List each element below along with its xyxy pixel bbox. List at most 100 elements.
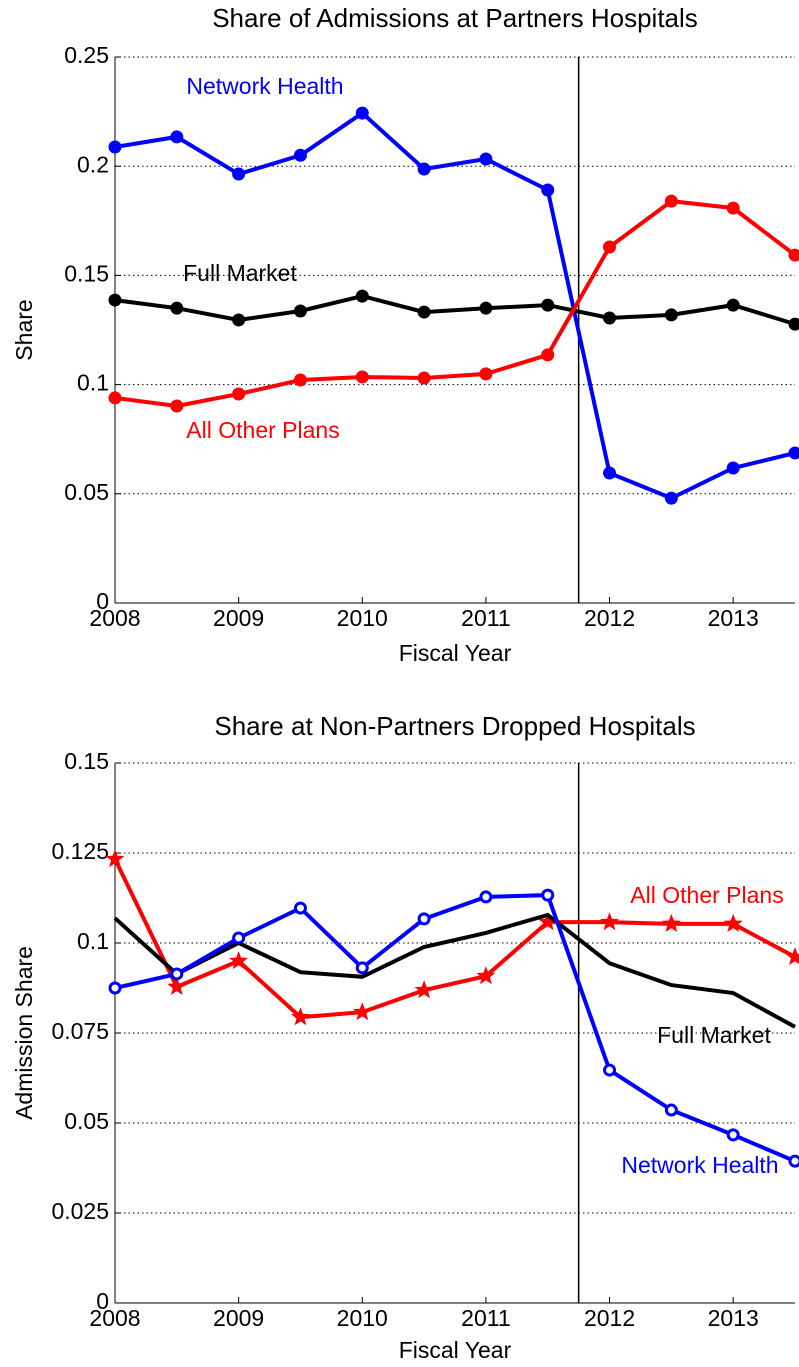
point — [726, 201, 740, 215]
x-tick-label: 2010 — [337, 605, 388, 631]
series-label: All Other Plans — [630, 882, 783, 908]
point — [788, 1154, 799, 1168]
point — [788, 248, 799, 262]
y-tick-label: 0.15 — [64, 260, 109, 286]
y-tick-label: 0.025 — [51, 1198, 109, 1224]
y-tick-label: 0.05 — [64, 479, 109, 505]
point — [788, 317, 799, 331]
point — [290, 1007, 310, 1026]
series-label: All Other Plans — [186, 417, 339, 443]
point — [541, 183, 555, 197]
point — [479, 890, 493, 904]
point — [476, 966, 496, 985]
point — [417, 912, 431, 926]
point — [105, 849, 125, 868]
series-line — [113, 912, 796, 1029]
point — [479, 301, 493, 315]
point — [417, 371, 431, 385]
point — [788, 446, 799, 460]
series-label: Full Market — [183, 260, 297, 286]
x-tick-label: 2012 — [584, 1305, 635, 1331]
point — [538, 912, 558, 931]
point — [355, 961, 369, 975]
point — [600, 912, 620, 931]
point — [603, 1063, 617, 1077]
x-tick-label: 2008 — [89, 605, 140, 631]
point — [726, 461, 740, 475]
point — [417, 305, 431, 319]
x-axis-label: Fiscal Year — [399, 640, 512, 666]
series-label: Network Health — [621, 1152, 778, 1178]
x-tick-label: 2008 — [89, 1305, 140, 1331]
point — [664, 308, 678, 322]
x-tick-label: 2013 — [708, 605, 759, 631]
point — [664, 1103, 678, 1117]
point — [726, 298, 740, 312]
x-tick-label: 2013 — [708, 1305, 759, 1331]
point — [293, 373, 307, 387]
y-axis-label: Admission Share — [11, 946, 37, 1120]
x-tick-label: 2011 — [461, 1305, 510, 1331]
series-line — [114, 294, 796, 327]
y-axis-label: Share — [11, 299, 37, 360]
point — [661, 913, 681, 932]
point — [170, 301, 184, 315]
x-tick-label: 2009 — [213, 1305, 264, 1331]
series-line — [114, 199, 797, 409]
point — [541, 298, 555, 312]
point — [352, 1002, 372, 1021]
y-tick-label: 0.125 — [51, 838, 109, 864]
y-tick-label: 0.05 — [64, 1108, 109, 1134]
point — [603, 466, 617, 480]
series-line — [113, 858, 796, 1020]
chart-title: Share at Non-Partners Dropped Hospitals — [214, 711, 695, 741]
point — [232, 931, 246, 945]
point — [108, 293, 122, 307]
point — [108, 140, 122, 154]
x-tick-label: 2012 — [584, 605, 635, 631]
point — [232, 387, 246, 401]
point — [603, 311, 617, 325]
point — [417, 162, 431, 176]
point — [232, 313, 246, 327]
point — [664, 194, 678, 208]
x-tick-label: 2009 — [213, 605, 264, 631]
point — [293, 304, 307, 318]
point — [232, 167, 246, 181]
point — [723, 913, 743, 932]
point — [355, 370, 369, 384]
y-tick-label: 0.25 — [64, 42, 109, 68]
chart-title: Share of Admissions at Partners Hospital… — [212, 3, 698, 33]
x-axis-label: Fiscal Year — [399, 1337, 512, 1363]
point — [664, 491, 678, 505]
y-tick-label: 0.2 — [77, 151, 109, 177]
point — [355, 106, 369, 120]
point — [785, 947, 799, 966]
y-tick-label: 0.075 — [51, 1018, 109, 1044]
y-tick-label: 0.15 — [64, 748, 109, 774]
point — [479, 367, 493, 381]
point — [603, 240, 617, 254]
x-tick-label: 2011 — [461, 605, 510, 631]
point — [170, 967, 184, 981]
point — [293, 148, 307, 162]
y-tick-label: 0.1 — [77, 928, 109, 954]
point — [355, 289, 369, 303]
series-line — [114, 893, 796, 1164]
point — [414, 980, 434, 999]
point — [541, 348, 555, 362]
point — [167, 976, 187, 995]
point — [479, 152, 493, 166]
point — [108, 391, 122, 405]
point — [541, 888, 555, 902]
point — [170, 399, 184, 413]
y-tick-label: 0.1 — [77, 370, 109, 396]
series-label: Full Market — [657, 1022, 771, 1048]
point — [726, 1128, 740, 1142]
x-tick-label: 2010 — [337, 1305, 388, 1331]
y-tick-label: 0 — [96, 588, 109, 614]
point — [108, 981, 122, 995]
series-line — [114, 110, 796, 501]
point — [229, 951, 249, 970]
series-label: Network Health — [186, 73, 343, 99]
